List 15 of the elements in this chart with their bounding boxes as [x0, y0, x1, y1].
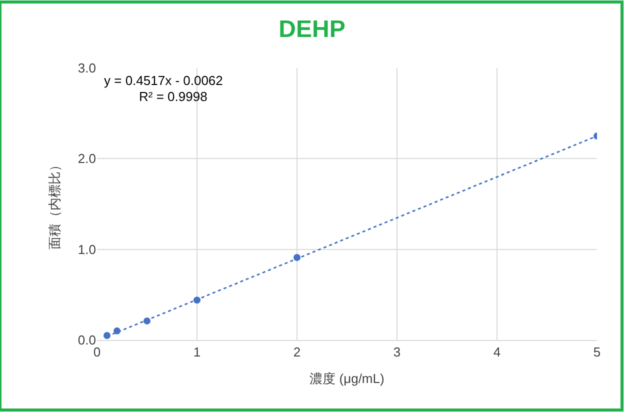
annotation: R² = 0.9998 [139, 89, 208, 104]
x-tick-label: 4 [493, 344, 501, 360]
y-tick-label: 2.0 [78, 151, 96, 166]
x-tick-label: 2 [293, 344, 301, 360]
chart-title: DEHP [278, 16, 346, 44]
x-tick-label: 1 [193, 344, 201, 360]
annotation: y = 0.4517x - 0.0062 [104, 73, 223, 88]
y-tick-label: 1.0 [78, 242, 96, 257]
x-tick-label: 5 [593, 344, 601, 360]
y-axis-title: 面積（内標比） [46, 158, 62, 250]
x-axis-title: 濃度 (μg/mL) [310, 371, 384, 386]
y-tick-label: 0.0 [78, 332, 96, 348]
y-tick-label: 3.0 [78, 60, 96, 76]
x-tick-label: 0 [93, 344, 101, 360]
x-tick-label: 3 [393, 344, 401, 360]
